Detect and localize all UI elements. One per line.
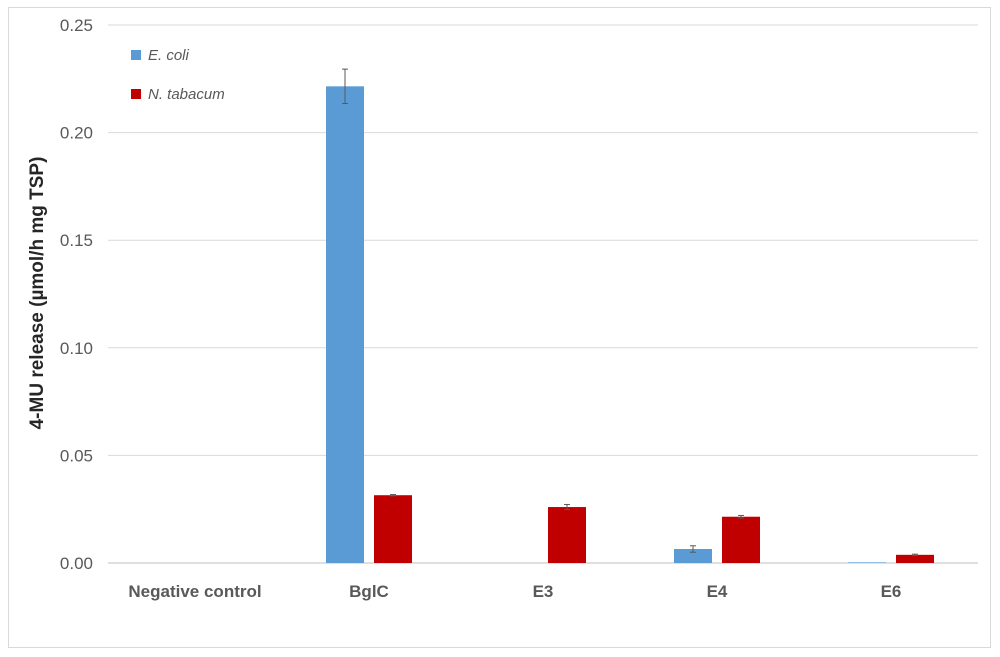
x-category-label: E6 [881,582,902,601]
legend: E. coli N. tabacum [131,47,225,103]
bar-n-tabacum [722,516,760,563]
x-category-label: E3 [533,582,554,601]
y-tick-labels: 0.00 0.05 0.10 0.15 0.20 0.25 [60,16,93,573]
y-tick-label: 0.15 [60,231,93,250]
legend-label: E. coli [148,47,190,64]
x-category-label: Negative control [128,582,261,601]
x-category-label: E4 [707,582,728,601]
y-tick-label: 0.00 [60,554,93,573]
bars [326,86,934,563]
x-category-label: BglC [349,582,389,601]
legend-swatch [131,89,141,99]
y-axis-title: 4-MU release (µmol/h mg TSP) [27,157,48,430]
gridlines [108,24,978,564]
x-category-labels: Negative control BglC E3 E4 E6 [128,582,901,601]
y-tick-label: 0.05 [60,446,93,465]
legend-swatch [131,50,141,60]
error-bars [342,68,918,556]
bar-e-coli [848,562,886,563]
y-tick-label: 0.20 [60,124,93,143]
y-tick-label: 0.25 [60,16,93,35]
bar-n-tabacum [374,495,412,563]
legend-label: N. tabacum [148,86,225,103]
bar-e-coli [326,86,364,563]
y-tick-label: 0.10 [60,339,93,358]
bar-n-tabacum [896,554,934,563]
bar-e-coli [674,549,712,563]
chart-frame [8,7,991,648]
bar-n-tabacum [548,507,586,563]
